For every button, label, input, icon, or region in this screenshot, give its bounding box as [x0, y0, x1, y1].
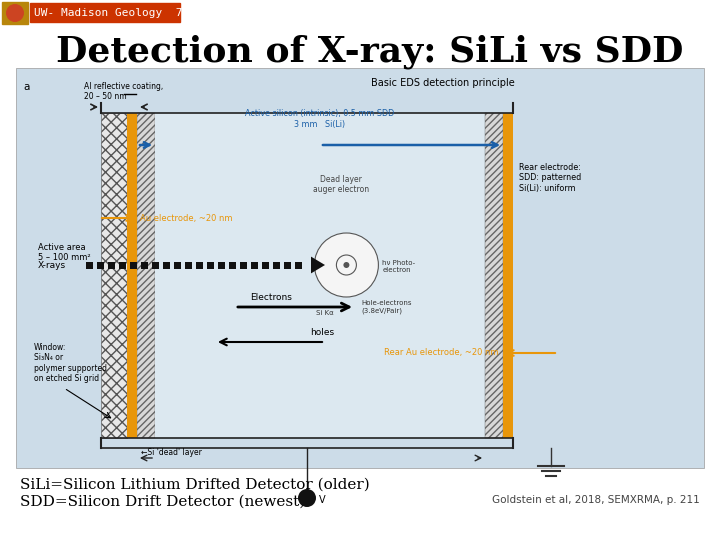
- Circle shape: [343, 262, 349, 268]
- Bar: [207, 261, 214, 268]
- Text: SiLi=Silicon Lithium Drifted Detector (older): SiLi=Silicon Lithium Drifted Detector (o…: [20, 478, 370, 492]
- Text: V: V: [319, 495, 325, 505]
- Bar: [108, 261, 115, 268]
- Bar: [119, 261, 126, 268]
- Bar: [273, 261, 280, 268]
- Bar: [185, 261, 192, 268]
- Text: ←Si 'dead' layer: ←Si 'dead' layer: [141, 448, 202, 457]
- Text: X-rays: X-rays: [38, 260, 66, 269]
- Text: Au electrode, ~20 nm: Au electrode, ~20 nm: [140, 213, 233, 222]
- Bar: [152, 261, 159, 268]
- Bar: [284, 261, 291, 268]
- Bar: [174, 261, 181, 268]
- Circle shape: [298, 489, 316, 507]
- Bar: [485, 113, 503, 438]
- Bar: [127, 113, 137, 438]
- Text: Detection of X-ray: SiLi vs SDD: Detection of X-ray: SiLi vs SDD: [56, 35, 684, 69]
- Text: Electrons: Electrons: [250, 293, 292, 302]
- Text: holes: holes: [310, 328, 334, 337]
- Text: Hole-electrons
(3.8eV/Pair): Hole-electrons (3.8eV/Pair): [361, 300, 412, 314]
- Bar: [141, 261, 148, 268]
- Text: Si Kα: Si Kα: [316, 310, 334, 316]
- Text: Basic EDS detection principle: Basic EDS detection principle: [371, 78, 514, 88]
- Bar: [97, 261, 104, 268]
- Polygon shape: [311, 256, 325, 273]
- Bar: [2, 2, 28, 24]
- Text: Al reflective coating,
20 – 50 nm: Al reflective coating, 20 – 50 nm: [84, 82, 163, 102]
- Bar: [251, 261, 258, 268]
- Bar: [130, 261, 137, 268]
- Circle shape: [6, 4, 24, 22]
- Bar: [295, 261, 302, 268]
- Bar: [229, 261, 236, 268]
- Text: Dead layer
auger electron: Dead layer auger electron: [313, 175, 369, 194]
- Text: Active area
5 – 100 mm²: Active area 5 – 100 mm²: [38, 243, 91, 262]
- Text: Rear Au electrode, ~20 nm: Rear Au electrode, ~20 nm: [384, 348, 498, 357]
- Text: Active silicon (intrinsic), 0.5 mm SDD
3 mm   Si(Li): Active silicon (intrinsic), 0.5 mm SDD 3…: [246, 109, 395, 129]
- Bar: [101, 113, 127, 438]
- Bar: [240, 261, 247, 268]
- Text: Goldstein et al, 2018, SEMXRMA, p. 211: Goldstein et al, 2018, SEMXRMA, p. 211: [492, 495, 700, 505]
- Text: hν Photo-
electron: hν Photo- electron: [382, 260, 415, 273]
- Bar: [196, 261, 203, 268]
- Circle shape: [315, 233, 379, 297]
- Bar: [16, 68, 704, 468]
- Bar: [30, 3, 180, 22]
- Text: UW- Madison Geology  777: UW- Madison Geology 777: [34, 8, 196, 17]
- Text: a: a: [23, 82, 30, 92]
- Bar: [155, 113, 485, 438]
- Bar: [163, 261, 170, 268]
- Text: SDD=Silicon Drift Detector (newest): SDD=Silicon Drift Detector (newest): [20, 495, 305, 509]
- Bar: [137, 113, 155, 438]
- Bar: [218, 261, 225, 268]
- Bar: [503, 113, 513, 438]
- Circle shape: [336, 255, 356, 275]
- Text: Rear electrode:
SDD: patterned
Si(Li): uniform: Rear electrode: SDD: patterned Si(Li): u…: [519, 163, 581, 193]
- Bar: [262, 261, 269, 268]
- Bar: [86, 261, 93, 268]
- Text: Window:
Si₃N₄ or
polymer supported
on etched Si grid: Window: Si₃N₄ or polymer supported on et…: [34, 343, 107, 383]
